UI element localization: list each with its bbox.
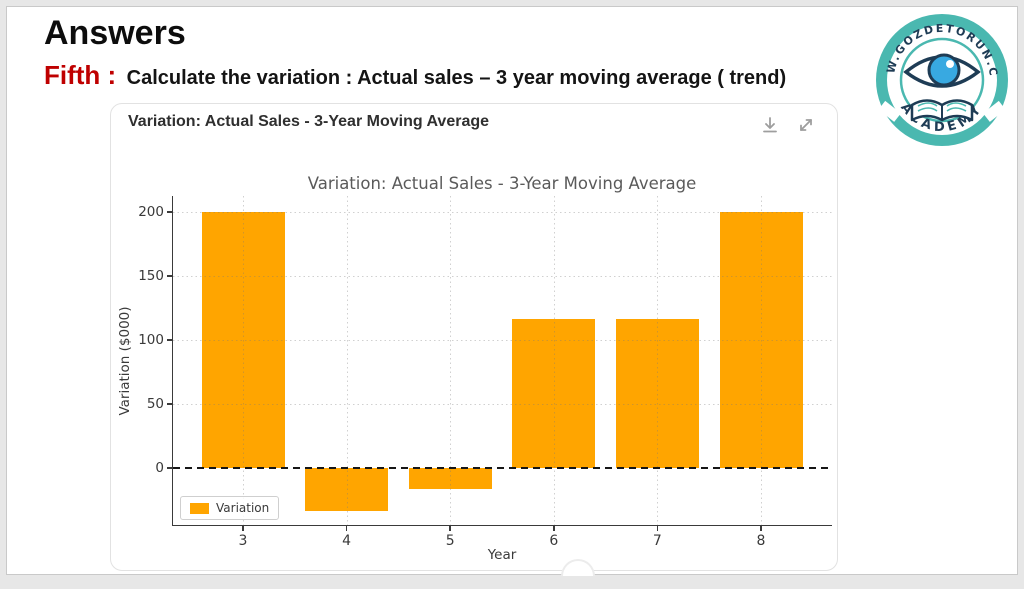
bar-year-5 xyxy=(408,468,492,490)
x-axis-label: Year xyxy=(487,547,517,563)
v-gridline xyxy=(761,196,762,525)
zero-baseline xyxy=(173,466,832,470)
x-tick-label: 8 xyxy=(756,533,766,549)
academy-logo: WWW.GOZDETORUN.COM ACADEMY xyxy=(872,10,1008,146)
h-gridline xyxy=(173,276,832,277)
y-tick-label: 100 xyxy=(138,332,164,348)
y-tick xyxy=(167,339,172,341)
logo-ribbon-ends xyxy=(878,100,1006,122)
y-tick xyxy=(167,275,172,277)
y-tick xyxy=(167,211,172,213)
v-gridline xyxy=(243,196,244,525)
x-tick-label: 5 xyxy=(445,533,455,549)
card-title: Variation: Actual Sales - 3-Year Moving … xyxy=(128,113,490,130)
x-tick xyxy=(553,526,555,531)
y-tick xyxy=(167,403,172,405)
x-tick-label: 4 xyxy=(342,533,352,549)
y-tick-label: 150 xyxy=(138,268,164,284)
y-axis-label: Variation ($000) xyxy=(117,306,133,416)
plot-area: Variation 0 50 100 150 200 3 4 5 6 7 8 xyxy=(138,196,832,549)
question-subtitle: Fifth : Calculate the variation : Actual… xyxy=(44,60,786,91)
chart-title: Variation: Actual Sales - 3-Year Moving … xyxy=(307,174,697,193)
x-tick xyxy=(449,526,451,531)
h-gridline xyxy=(173,404,832,405)
x-tick xyxy=(760,526,762,531)
v-gridline xyxy=(450,196,452,525)
book-icon xyxy=(910,99,974,122)
x-tick-label: 6 xyxy=(549,533,559,549)
bar-year-4 xyxy=(305,468,389,511)
bar-year-8 xyxy=(719,212,803,468)
v-gridline xyxy=(657,196,659,525)
download-icon[interactable] xyxy=(760,115,780,135)
bar-year-3 xyxy=(201,212,285,468)
x-tick-label: 7 xyxy=(652,533,662,549)
y-tick-label: 0 xyxy=(155,460,164,476)
h-gridline xyxy=(173,212,832,213)
bar-year-6 xyxy=(512,318,596,468)
y-tick xyxy=(167,467,172,469)
v-gridline xyxy=(346,196,348,525)
x-tick xyxy=(656,526,659,531)
x-tick xyxy=(345,526,348,531)
x-tick-label: 3 xyxy=(238,533,248,549)
subtitle-text: Calculate the variation : Actual sales –… xyxy=(126,67,787,89)
y-tick-label: 50 xyxy=(146,396,164,412)
legend: Variation xyxy=(180,496,280,520)
eye-icon xyxy=(903,53,981,88)
legend-swatch xyxy=(190,502,209,514)
expand-icon[interactable] xyxy=(796,115,816,135)
page-title: Answers xyxy=(44,14,186,52)
y-tick-label: 200 xyxy=(138,204,164,220)
bar-year-7 xyxy=(615,318,699,468)
x-tick xyxy=(242,526,244,531)
legend-label: Variation xyxy=(216,501,270,515)
subtitle-label: Fifth : xyxy=(44,60,117,90)
h-gridline xyxy=(173,340,832,341)
v-gridline xyxy=(553,196,555,525)
